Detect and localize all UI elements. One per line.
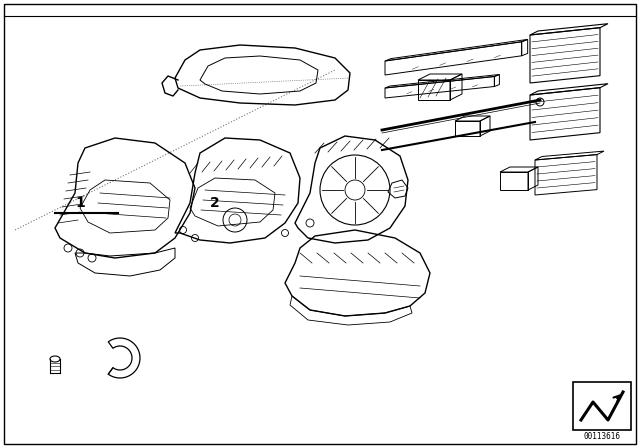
Text: 00113616: 00113616 <box>584 431 621 440</box>
Text: 1: 1 <box>75 196 85 210</box>
Bar <box>573 382 631 430</box>
Text: 2: 2 <box>210 196 220 210</box>
